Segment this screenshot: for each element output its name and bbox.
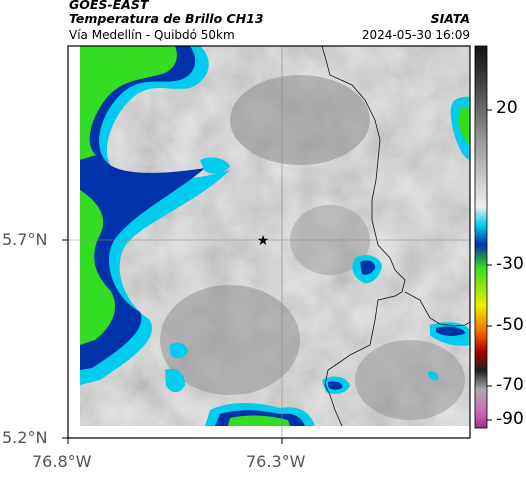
satellite-name: GOES-EAST xyxy=(69,0,149,12)
colorbar xyxy=(474,45,492,429)
colorbar-label: -90 xyxy=(496,409,524,429)
lat-tick-label: 5.7°N xyxy=(2,230,48,249)
colorbar-label: -30 xyxy=(496,254,524,274)
organization-name: SIATA xyxy=(430,11,470,26)
cloud-field xyxy=(68,46,470,438)
lon-tick-label: 76.3°W xyxy=(246,452,306,471)
lat-tick-label: 5.2°N xyxy=(2,428,48,447)
colorbar-gradient xyxy=(474,45,488,429)
lon-tick-label: 76.8°W xyxy=(32,452,92,471)
map-frame xyxy=(67,45,471,439)
colorbar-label: 20 xyxy=(496,98,518,118)
border-line xyxy=(321,46,406,427)
route-subtitle: Vía Medellín - Quibdó 50km xyxy=(69,28,235,42)
border-line xyxy=(404,291,470,327)
colorbar-label: -70 xyxy=(496,375,524,395)
product-title: Temperatura de Brillo CH13 xyxy=(69,11,264,26)
timestamp: 2024-05-30 16:09 xyxy=(361,28,470,42)
location-star-icon: ★ xyxy=(257,233,270,249)
colorbar-label: -50 xyxy=(496,315,524,335)
